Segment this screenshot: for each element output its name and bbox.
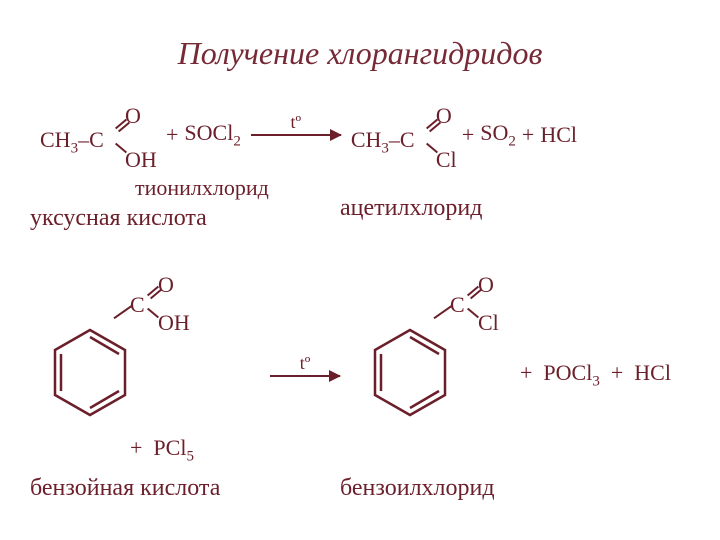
cl-bottom2: Cl (478, 310, 499, 336)
reaction-arrow-2: tº (270, 375, 340, 377)
so2-formula: SO2 (480, 120, 516, 150)
c-link2: –C (389, 127, 415, 152)
benzoyl-chloride: C O Cl (360, 280, 510, 450)
hcl-2: HCl (634, 360, 671, 385)
ch3c-base2: CH (351, 127, 382, 152)
pcl5-sub: 5 (186, 448, 194, 464)
pocl3-sub: 3 (592, 373, 600, 389)
acetyl-chloride-label: ацетилхлорид (340, 195, 483, 222)
pcl5-pre: PCl (153, 435, 186, 460)
so2-sub: 2 (508, 133, 516, 149)
plus-sign: + (166, 122, 178, 148)
reaction-2: C O OH + PCl5 tº C O Cl (40, 280, 700, 480)
reaction-1: CH3–C O OH + SOCl2 tº CH3–C O Cl + SO2 +… (40, 105, 700, 165)
oh-bottom2: OH (158, 310, 190, 336)
temp-label: tº (251, 112, 341, 133)
page-title: Получение хлорангидридов (0, 35, 720, 72)
o-top4: O (478, 272, 494, 298)
acetic-acid-label: уксусная кислота (30, 205, 207, 232)
benzoic-acid: C O OH + PCl5 (40, 280, 190, 450)
arrow-line-icon (251, 134, 341, 136)
benzoyl-chloride-label: бензоилхлорид (340, 475, 495, 502)
ch3c-base: CH (40, 127, 71, 152)
pocl3-hcl: + POCl3 + HCl (520, 360, 671, 390)
o-top3: O (158, 272, 174, 298)
socl2-sub: 2 (233, 133, 241, 149)
cl-bottom: Cl (436, 147, 457, 173)
arrow-line-icon (270, 375, 340, 377)
ch3-sub: 3 (71, 140, 79, 156)
plus-sign: + (611, 360, 623, 385)
plus-sign: + (520, 360, 532, 385)
benzene-ring-icon (365, 325, 455, 425)
plus-sign: + (130, 435, 142, 460)
pcl5-formula: + PCl5 (130, 435, 194, 465)
so2-pre: SO (480, 120, 508, 145)
plus-sign: + (522, 122, 534, 148)
ch3-sub2: 3 (381, 140, 389, 156)
pocl3-pre: POCl (543, 360, 592, 385)
oh-bottom: OH (125, 147, 157, 173)
socl2-pre: SOCl (184, 120, 233, 145)
socl2-formula: SOCl2 (184, 120, 240, 150)
thionyl-label: тионилхлорид (135, 175, 269, 201)
benzene-ring-icon (45, 325, 135, 425)
c-link: –C (78, 127, 104, 152)
plus-sign: + (462, 122, 474, 148)
acetic-acid-formula: CH3–C O OH (40, 105, 160, 165)
hcl-formula: HCl (540, 122, 577, 148)
acetyl-chloride-formula: CH3–C O Cl (351, 105, 456, 165)
benzoic-acid-label: бензойная кислота (30, 475, 220, 502)
reaction-arrow: tº (251, 134, 341, 136)
